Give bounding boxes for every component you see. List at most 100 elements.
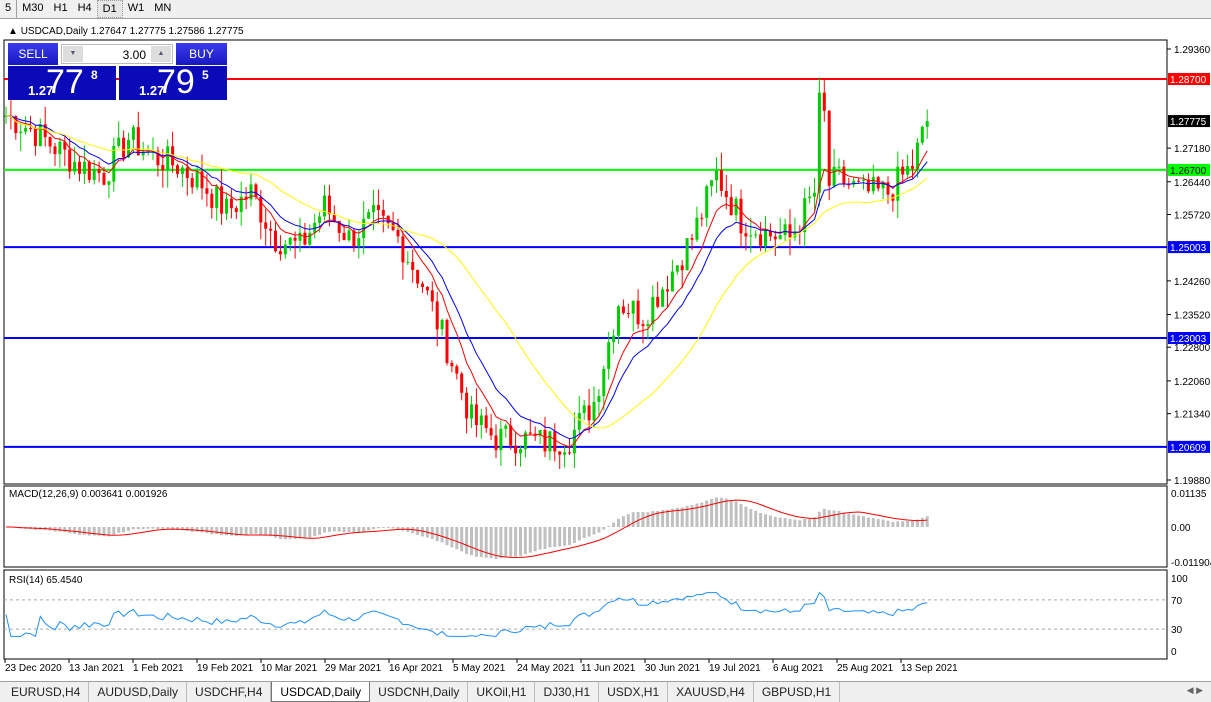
date-label: 30 Jun 2021 (645, 663, 700, 674)
timeframe-5[interactable]: 5 (5, 2, 12, 14)
candle-body (337, 220, 341, 233)
candle-body (528, 432, 532, 434)
buy-button[interactable]: BUY (176, 43, 227, 65)
price-level-label: 1.25003 (1170, 243, 1207, 254)
chart-canvas[interactable]: 1.28700 1.26700 1.25003 1.23003 1.20609 1.293… (0, 19, 1211, 681)
date-label: 23 Dec 2020 (5, 663, 62, 674)
candle-body (102, 173, 106, 185)
candle-body (376, 205, 380, 210)
macd-signal-line (5, 499, 928, 558)
candle-body (166, 146, 170, 171)
collapse-triangle-icon[interactable]: ▲ (8, 26, 21, 37)
candle-body (705, 186, 709, 218)
candle-body (327, 195, 331, 215)
candle-body (661, 289, 665, 307)
candle-body (484, 415, 488, 429)
candle-body (915, 142, 919, 169)
candle-body (288, 237, 292, 245)
candle-body (538, 430, 542, 436)
candle-body (509, 425, 513, 446)
candle-body (558, 451, 562, 455)
decrease-lot-icon[interactable]: ▼ (63, 46, 83, 62)
candle-body (450, 362, 454, 367)
timeframe-W1[interactable]: W1 (127, 2, 145, 14)
candle-body (131, 127, 135, 140)
candle-body (117, 137, 121, 146)
candle-body (612, 335, 616, 343)
candle-body (710, 180, 714, 187)
candle-body (641, 324, 645, 327)
candle-body (582, 405, 586, 414)
candle-body (803, 198, 807, 233)
chart-window[interactable]: 1.28700 1.26700 1.25003 1.23003 1.20609 1.293… (0, 19, 1211, 681)
candle-body (607, 342, 611, 369)
tab-dj30-h1[interactable]: DJ30,H1 (535, 682, 600, 702)
tab-usdchf-h4[interactable]: USDCHF,H4 (187, 682, 272, 702)
timeframe-D1[interactable]: D1 (96, 0, 123, 18)
candle-body (788, 224, 792, 238)
candle-body (210, 193, 214, 208)
candle-body (617, 306, 620, 336)
candle-body (372, 205, 375, 213)
tab-scroll-arrows-icon[interactable]: ◀ ▶ (1186, 685, 1203, 695)
candle-body (656, 296, 660, 307)
candle-body (636, 300, 640, 325)
candle-body (244, 196, 248, 200)
tab-usdcnh-daily[interactable]: USDCNH,Daily (370, 682, 469, 702)
candle-body (73, 161, 77, 172)
candle-body (293, 237, 297, 241)
candle-body (127, 139, 130, 158)
tab-usdcad-daily[interactable]: USDCAD,Daily (271, 682, 371, 702)
current-price-tag (1168, 115, 1210, 128)
candle-body (563, 452, 567, 455)
increase-lot-icon[interactable]: ▲ (151, 46, 171, 62)
candle-body (58, 141, 62, 155)
date-label: 13 Sep 2021 (901, 663, 958, 674)
candle-body (78, 161, 81, 174)
candle-body (352, 230, 356, 247)
tab-gbpusd-h1[interactable]: GBPUSD,H1 (754, 682, 841, 702)
timeframe-M30[interactable]: M30 (16, 0, 48, 18)
tab-xauusd-h4[interactable]: XAUUSD,H4 (668, 682, 754, 702)
candle-body (53, 146, 57, 155)
price-tick-label: 1.22800 (1174, 343, 1211, 354)
candle-body (675, 265, 679, 272)
candle-body (577, 413, 581, 430)
tab-audusd-daily[interactable]: AUDUSD,Daily (89, 682, 188, 702)
macd-tick-label: -0.011904 (1171, 558, 1211, 569)
candle-body (200, 171, 204, 189)
date-label: 5 May 2021 (453, 663, 506, 674)
one-click-trading-panel: SELL ▼ 3.00 ▲ BUY 1.27 77 8 1.27 79 5 (8, 43, 227, 101)
price-level-tag (1168, 440, 1210, 453)
timeframe-H4[interactable]: H4 (77, 2, 92, 14)
buy-price[interactable]: 1.27 79 5 (119, 63, 227, 101)
candle-body (602, 368, 606, 397)
candle-body (367, 212, 371, 219)
tab-ukoil-h1[interactable]: UKOil,H1 (468, 682, 536, 702)
lot-value[interactable]: 3.00 (122, 48, 146, 62)
ma-slow-line (5, 115, 928, 429)
candle-body (112, 145, 116, 182)
candle-body (519, 449, 522, 454)
candle-body (156, 150, 160, 166)
date-label: 29 Mar 2021 (325, 663, 382, 674)
sell-price[interactable]: 1.27 77 8 (8, 63, 116, 101)
date-label: 6 Aug 2021 (773, 663, 824, 674)
sell-button[interactable]: SELL (8, 43, 58, 65)
candle-body (308, 232, 312, 245)
candle-body (499, 428, 503, 451)
candle-body (195, 171, 199, 188)
lot-size-input[interactable]: ▼ 3.00 ▲ (61, 44, 173, 64)
tab-eurusd-h4[interactable]: EURUSD,H4 (3, 682, 90, 702)
candle-body (342, 232, 346, 241)
timeframe-H1[interactable]: H1 (53, 2, 68, 14)
date-label: 11 Jun 2021 (581, 663, 636, 674)
candle-body (332, 214, 336, 221)
price-tick-label: 1.24260 (1174, 277, 1211, 288)
tab-usdx-h1[interactable]: USDX,H1 (599, 682, 669, 702)
timeframe-MN[interactable]: MN (154, 2, 172, 14)
date-label: 19 Feb 2021 (197, 663, 254, 674)
candle-body (759, 234, 763, 246)
candle-body (234, 208, 238, 212)
current-price-label: 1.27775 (1170, 117, 1207, 128)
